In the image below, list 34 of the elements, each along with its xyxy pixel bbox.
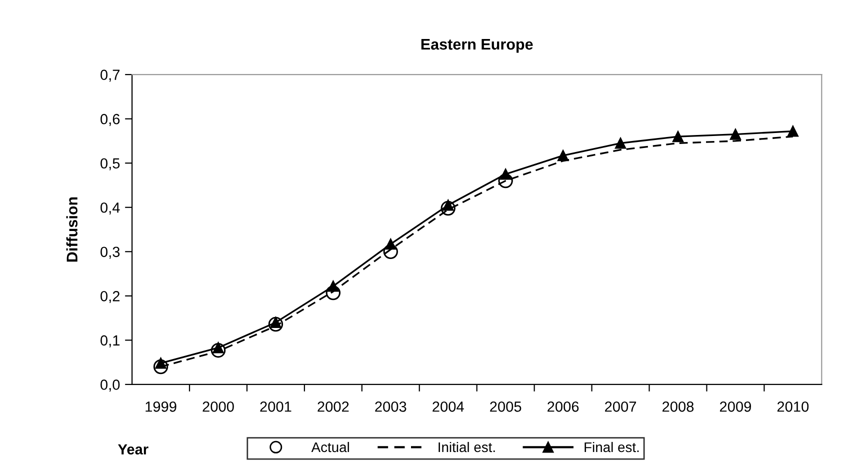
point [557,150,569,162]
x-tick-label: 2003 [375,402,406,412]
x-tick-label: 2008 [662,402,694,412]
legend-label: Final est. [584,442,639,452]
y-tick-label: 0,1 [100,335,120,348]
point [672,130,684,142]
y-tick-label: 0,5 [100,158,120,170]
point [787,126,798,137]
point [730,128,742,140]
x-axis-title: Year [118,444,148,454]
legend-label: Initial est. [438,442,495,452]
x-tick-label: 2009 [720,402,751,412]
chart-title: Eastern Europe [421,39,533,53]
x-tick-label: 2006 [548,402,579,412]
x-tick-label: 2000 [202,402,234,412]
y-tick-label: 0,7 [100,70,120,82]
x-tick-label: 2007 [605,402,636,412]
x-tick-label: 2010 [777,402,809,412]
y-tick-label: 0,3 [100,246,120,259]
x-tick-label: 2001 [260,402,292,412]
point [328,280,339,292]
x-tick-label: 1999 [146,402,176,412]
point [500,168,512,180]
x-tick-label: 2002 [318,402,349,412]
x-tick-label: 2005 [490,402,522,412]
y-tick-label: 0,2 [100,291,120,304]
point [385,238,396,250]
y-tick-label: 0,6 [100,114,120,126]
y-tick-label: 0,0 [100,380,120,392]
legend-label: Actual [311,442,349,452]
x-tick-label: 2004 [432,402,464,412]
y-axis-title: Diffusion [66,197,78,262]
y-tick-label: 0,4 [100,202,120,215]
point [614,138,626,149]
